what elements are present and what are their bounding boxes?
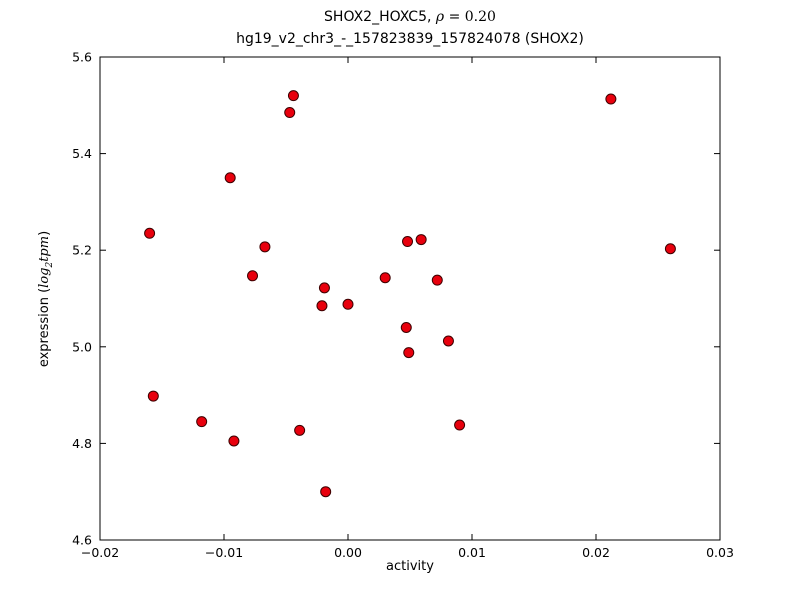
title-text: SHOX2_HOXC5, bbox=[324, 9, 436, 25]
y-label-log-sub: 2 bbox=[44, 261, 55, 268]
data-point bbox=[320, 486, 332, 498]
y-tick-label: 5.2 bbox=[72, 243, 92, 258]
data-point bbox=[442, 335, 454, 347]
y-tick-label: 4.8 bbox=[72, 436, 92, 451]
y-axis-label: expression (log2tpm) bbox=[37, 231, 55, 367]
data-point bbox=[379, 272, 391, 284]
data-point bbox=[402, 236, 414, 248]
y-label-var: tpm bbox=[37, 235, 53, 262]
x-tick-label: −0.02 bbox=[81, 545, 119, 560]
x-tick-label: −0.01 bbox=[205, 545, 243, 560]
data-point bbox=[316, 300, 328, 312]
y-tick-label: 5.4 bbox=[72, 146, 92, 161]
y-tick-label: 4.6 bbox=[72, 533, 92, 548]
x-tick-label: 0.03 bbox=[706, 545, 734, 560]
y-label-log: log bbox=[37, 267, 53, 288]
chart-title: SHOX2_HOXC5, ρ = 0.20 bbox=[100, 9, 720, 25]
plot-frame bbox=[99, 56, 721, 541]
data-point bbox=[147, 390, 159, 402]
x-axis-label: activity bbox=[386, 559, 434, 574]
data-point bbox=[454, 419, 466, 431]
data-point bbox=[196, 416, 208, 428]
data-point bbox=[605, 93, 617, 105]
data-point bbox=[144, 227, 156, 239]
data-point bbox=[342, 298, 354, 310]
x-tick-label: 0.01 bbox=[458, 545, 486, 560]
data-point bbox=[403, 347, 415, 359]
data-point bbox=[284, 107, 296, 119]
data-point bbox=[294, 424, 306, 436]
data-point bbox=[318, 282, 330, 294]
rho-symbol: ρ bbox=[435, 9, 445, 25]
rho-value: = 0.20 bbox=[444, 9, 496, 25]
y-tick-label: 5.0 bbox=[72, 339, 92, 354]
data-point bbox=[664, 243, 676, 255]
data-point bbox=[400, 321, 412, 333]
y-label-close: ) bbox=[37, 230, 53, 236]
x-tick-label: 0.00 bbox=[334, 545, 362, 560]
y-tick-label: 5.6 bbox=[72, 50, 92, 65]
data-point bbox=[259, 241, 271, 253]
data-point bbox=[415, 234, 427, 246]
data-point bbox=[247, 270, 259, 282]
data-point bbox=[228, 435, 240, 447]
x-tick-label: 0.02 bbox=[582, 545, 610, 560]
y-label-text: expression ( bbox=[37, 287, 53, 368]
data-point bbox=[224, 172, 236, 184]
data-point bbox=[431, 274, 443, 286]
chart-subtitle: hg19_v2_chr3_-_157823839_157824078 (SHOX… bbox=[236, 31, 584, 47]
data-point bbox=[287, 90, 299, 102]
